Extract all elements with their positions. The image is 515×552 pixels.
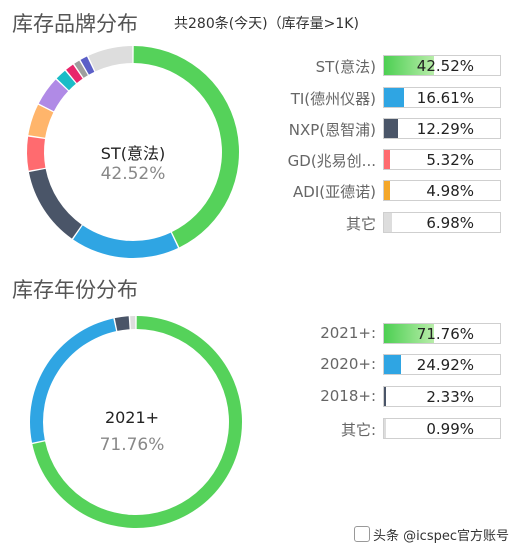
year-legend-row: 2020+: 24.92% <box>0 354 515 376</box>
brand-legend-label: NXP(恩智浦) <box>288 121 376 139</box>
brand-slice-9 <box>80 56 95 75</box>
brand-slice-4 <box>28 104 54 138</box>
brand-legend-value-box: 6.98% <box>383 212 501 233</box>
brand-slice-2 <box>28 168 82 239</box>
year-slice-1 <box>29 318 117 443</box>
brand-slice-5 <box>38 79 69 112</box>
brand-legend-row: GD(兆易创... 5.32% <box>0 149 515 171</box>
brand-legend-fill <box>384 119 398 138</box>
brand-slice-1 <box>73 225 179 258</box>
brand-legend-value-box: 42.52% <box>383 55 501 76</box>
brand-legend-value: 4.98% <box>426 182 474 200</box>
year-legend-label: 2018+: <box>320 387 376 405</box>
brand-legend-label: GD(兆易创... <box>287 152 376 170</box>
year-legend-fill <box>384 387 386 406</box>
brand-section-title: 库存品牌分布 <box>12 12 138 36</box>
brand-legend-row: NXP(恩智浦) 12.29% <box>0 118 515 140</box>
year-legend-fill <box>384 355 401 374</box>
year-legend-value: 71.76% <box>416 325 474 343</box>
toutiao-logo-icon <box>353 526 370 542</box>
year-legend-value: 0.99% <box>426 420 474 438</box>
brand-legend-label: TI(德州仪器) <box>290 90 376 108</box>
brand-legend-label: ADI(亚德诺) <box>293 183 376 201</box>
brand-legend-value-box: 12.29% <box>383 118 501 139</box>
brand-slice-6 <box>56 70 76 91</box>
year-center-label: 2021+ <box>104 408 160 427</box>
year-center-value: 71.76% <box>99 435 165 455</box>
brand-legend-value: 5.32% <box>426 151 474 169</box>
brand-legend-row: ST(意法) 42.52% <box>0 55 515 77</box>
year-legend-label: 其它: <box>340 421 376 439</box>
brand-legend-value: 6.98% <box>426 214 474 232</box>
brand-legend-value-box: 4.98% <box>383 180 501 201</box>
year-legend-value-box: 71.76% <box>383 323 501 344</box>
brand-slice-10 <box>88 46 133 72</box>
brand-legend-fill <box>384 56 434 75</box>
brand-legend-fill <box>384 181 390 200</box>
brand-legend-label: 其它 <box>345 215 376 233</box>
year-legend-label: 2021+: <box>320 324 376 342</box>
brand-legend-value-box: 5.32% <box>383 149 501 170</box>
year-slice-3 <box>130 316 136 330</box>
year-legend-value-box: 2.33% <box>383 386 501 407</box>
year-legend-row: 2018+: 2.33% <box>0 386 515 408</box>
brand-legend-value-box: 16.61% <box>383 87 501 108</box>
brand-slice-3 <box>26 136 46 171</box>
year-legend-value: 2.33% <box>426 388 474 406</box>
brand-slice-8 <box>74 60 88 78</box>
brand-legend-fill <box>384 150 390 169</box>
brand-slice-0 <box>133 46 239 248</box>
brand-center-label: ST(意法) <box>100 144 166 163</box>
brand-legend-row: ADI(亚德诺) 4.98% <box>0 180 515 202</box>
year-legend-row: 2021+: 71.76% <box>0 323 515 345</box>
year-section-title: 库存年份分布 <box>12 278 138 302</box>
brand-legend-row: 其它 6.98% <box>0 212 515 234</box>
year-donut-chart: 2021+ 71.76% <box>26 312 246 532</box>
year-legend-row: 其它: 0.99% <box>0 418 515 440</box>
year-legend-fill <box>384 419 386 438</box>
year-legend-label: 2020+: <box>320 355 376 373</box>
watermark: 头条 @icspec官方账号 <box>353 525 509 544</box>
brand-legend-value: 42.52% <box>416 57 474 75</box>
brand-center-value: 42.52% <box>100 164 166 184</box>
brand-legend-label: ST(意法) <box>315 58 376 76</box>
brand-legend-value: 12.29% <box>416 120 474 138</box>
brand-legend-value: 16.61% <box>416 89 474 107</box>
year-legend-value: 24.92% <box>416 356 474 374</box>
brand-legend-fill <box>384 88 404 107</box>
year-legend-value-box: 24.92% <box>383 354 501 375</box>
brand-donut-chart: ST(意法) 42.52% <box>23 42 243 262</box>
brand-section-subtitle: 共280条(今天)（库存量>1K) <box>174 16 359 32</box>
brand-legend-fill <box>384 213 392 232</box>
brand-slice-7 <box>66 64 83 83</box>
brand-legend-row: TI(德州仪器) 16.61% <box>0 87 515 109</box>
year-legend-fill <box>384 324 434 343</box>
year-slice-2 <box>114 316 130 331</box>
year-legend-value-box: 0.99% <box>383 418 501 439</box>
watermark-text: 头条 @icspec官方账号 <box>372 529 509 544</box>
